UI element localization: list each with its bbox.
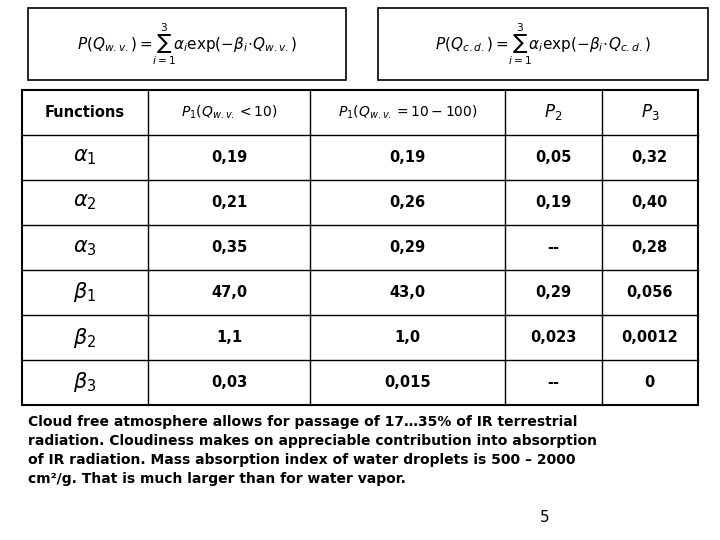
Text: 1,1: 1,1 (216, 330, 242, 345)
Text: $P_1(Q_{w.v.}=10-100)$: $P_1(Q_{w.v.}=10-100)$ (338, 104, 477, 121)
Text: 0,05: 0,05 (535, 150, 572, 165)
Text: $\beta_2$: $\beta_2$ (73, 326, 96, 349)
Text: 0,35: 0,35 (211, 240, 247, 255)
Text: 0,0012: 0,0012 (621, 330, 678, 345)
Text: 43,0: 43,0 (390, 285, 426, 300)
FancyBboxPatch shape (22, 90, 698, 405)
Text: 0: 0 (644, 375, 655, 390)
FancyBboxPatch shape (28, 8, 346, 80)
Text: Functions: Functions (45, 105, 125, 120)
Text: 0,19: 0,19 (535, 195, 572, 210)
Text: $P_2$: $P_2$ (544, 103, 562, 123)
FancyBboxPatch shape (378, 8, 708, 80)
Text: $\beta_1$: $\beta_1$ (73, 280, 96, 305)
Text: $\alpha_2$: $\alpha_2$ (73, 192, 96, 213)
Text: $P_3$: $P_3$ (641, 103, 659, 123)
Text: 0,32: 0,32 (631, 150, 668, 165)
Text: 0,29: 0,29 (535, 285, 572, 300)
Text: 0,023: 0,023 (530, 330, 577, 345)
Text: 0,056: 0,056 (626, 285, 673, 300)
Text: 0,015: 0,015 (384, 375, 431, 390)
Text: $\alpha_1$: $\alpha_1$ (73, 147, 96, 167)
Text: $P(Q_{c.d.})=\!\sum_{i=1}^{3}\!\alpha_i\exp(-\beta_i\!\cdot\! Q_{c.d.})$: $P(Q_{c.d.})=\!\sum_{i=1}^{3}\!\alpha_i\… (435, 21, 651, 67)
Text: 0,19: 0,19 (390, 150, 426, 165)
Text: 0,28: 0,28 (631, 240, 668, 255)
Text: 0,19: 0,19 (211, 150, 247, 165)
Text: $\alpha_3$: $\alpha_3$ (73, 238, 97, 258)
Text: --: -- (547, 375, 559, 390)
Text: 1,0: 1,0 (395, 330, 420, 345)
Text: $P(Q_{w.v.})=\!\sum_{i=1}^{3}\!\alpha_i\exp(-\beta_i\!\cdot\! Q_{w.v.})$: $P(Q_{w.v.})=\!\sum_{i=1}^{3}\!\alpha_i\… (77, 21, 297, 67)
Text: 0,40: 0,40 (631, 195, 668, 210)
Text: 47,0: 47,0 (211, 285, 247, 300)
Text: 5: 5 (540, 510, 549, 525)
Text: $P_1(Q_{w.v.}<10)$: $P_1(Q_{w.v.}<10)$ (181, 104, 277, 121)
Text: 0,29: 0,29 (390, 240, 426, 255)
Text: $\beta_3$: $\beta_3$ (73, 370, 96, 395)
Text: Cloud free atmosphere allows for passage of 17…35% of IR terrestrial
radiation. : Cloud free atmosphere allows for passage… (28, 415, 597, 486)
Text: 0,21: 0,21 (211, 195, 247, 210)
Text: 0,26: 0,26 (390, 195, 426, 210)
Text: --: -- (547, 240, 559, 255)
Text: 0,03: 0,03 (211, 375, 247, 390)
